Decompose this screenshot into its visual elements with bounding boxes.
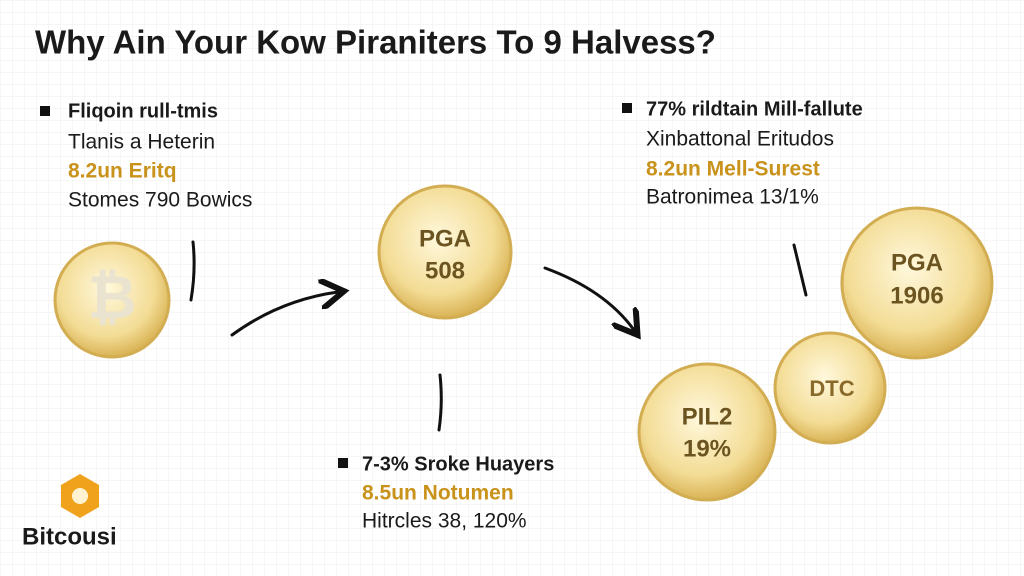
connectors — [189, 240, 808, 432]
bullet — [622, 103, 632, 113]
bullet — [338, 458, 348, 468]
block-line: 8.2un Mell-Surest — [646, 158, 820, 181]
block-heading: Fliqoin rull-tmis — [68, 100, 218, 122]
block-line: Xinbattonal Eritudos — [646, 128, 834, 151]
coin-label: PGA — [891, 249, 943, 276]
coin-label: PIL2 — [682, 403, 733, 430]
bullet — [40, 106, 50, 116]
coins — [53, 184, 994, 502]
block-line: Tlanis a Heterin — [68, 131, 215, 154]
coin-symbol: ₿ — [88, 264, 137, 331]
block-heading: 7-3% Sroke Huayers — [362, 453, 554, 475]
block-heading: 77% rildtain Mill-fallute — [646, 98, 863, 120]
block-line: Batronimea 13/1% — [646, 186, 819, 209]
coin-value: 19% — [683, 435, 731, 462]
coin-label: DTC — [809, 376, 854, 401]
block-line: Stomes 790 Bowics — [68, 189, 252, 212]
logo-name: Bitcousi — [22, 523, 117, 550]
coin-value: 508 — [425, 257, 465, 284]
coin-value: 1906 — [890, 282, 943, 309]
title: Why Ain Your Kow Piraniters To 9 Halvess… — [35, 24, 716, 61]
block-line: 8.2un Eritq — [68, 160, 177, 183]
coin-label: PGA — [419, 225, 471, 252]
block-line: 8.5un Notumen — [362, 482, 514, 505]
logo-mark — [72, 488, 88, 504]
block-line: Hitrcles 38, 120% — [362, 510, 527, 533]
